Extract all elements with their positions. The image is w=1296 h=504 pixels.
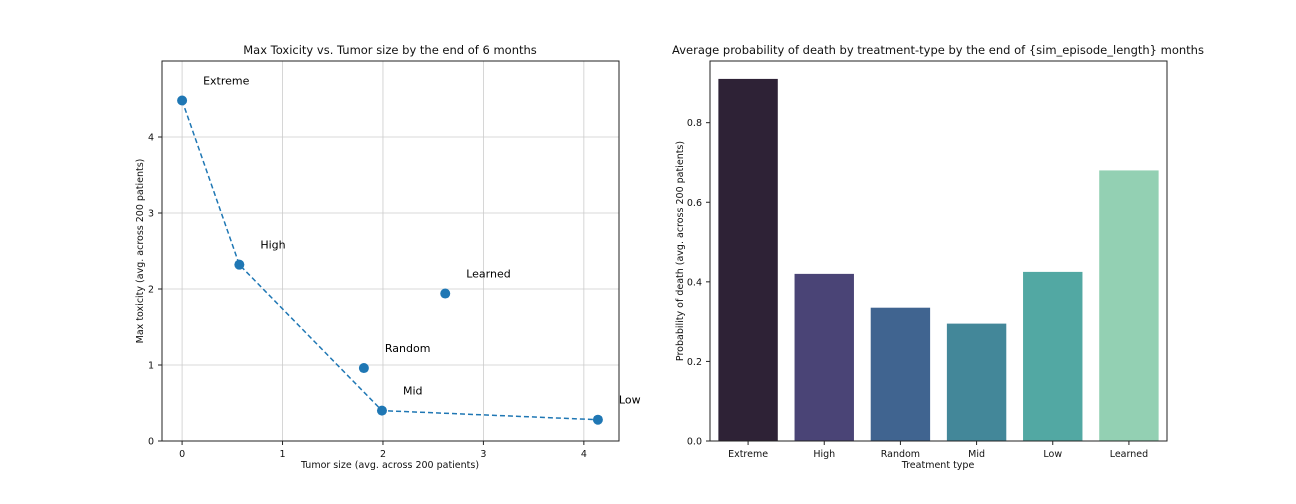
scatter-y-axis-label: Max toxicity (avg. across 200 patients) <box>135 159 146 344</box>
bar-mid <box>946 323 1007 441</box>
y-tick-label: 2 <box>148 285 154 296</box>
point-random <box>358 363 369 374</box>
x-tick-label-learned: Learned <box>1110 449 1148 460</box>
point-label-random: Random <box>385 342 431 355</box>
y-tick-label: 0 <box>148 437 154 448</box>
scatter-plot-frame <box>161 60 620 442</box>
scatter-chart: Max Toxicity vs. Tumor size by the end o… <box>135 43 641 471</box>
dashed-connector-line <box>181 100 598 421</box>
point-label-low: Low <box>619 394 641 407</box>
y-tick-label: 1 <box>148 361 154 372</box>
bar-plot-frame <box>709 60 1168 442</box>
point-label-high: High <box>260 239 285 252</box>
bar-x-ticks: Extreme High Random Mid Low Learned <box>728 441 1148 460</box>
x-tick-label: 4 <box>581 449 587 460</box>
y-tick-label: 0.2 <box>687 357 702 368</box>
scatter-y-ticks: 0 1 2 3 4 <box>148 133 162 448</box>
y-tick-label: 3 <box>148 209 154 220</box>
point-label-learned: Learned <box>466 268 511 281</box>
x-tick-label: 2 <box>380 449 386 460</box>
x-tick-label: 3 <box>480 449 486 460</box>
bar-x-axis-label: Treatment type <box>901 460 975 471</box>
scatter-point-labels: Extreme High Random Mid Low Learned <box>203 75 640 407</box>
scatter-points <box>177 95 603 425</box>
point-extreme <box>177 95 188 106</box>
x-tick-label: 1 <box>280 449 286 460</box>
bar-high <box>794 273 854 441</box>
y-tick-label: 4 <box>148 133 154 144</box>
point-label-mid: Mid <box>403 385 423 398</box>
scatter-x-axis-label: Tumor size (avg. across 200 patients) <box>300 460 479 471</box>
x-tick-label-low: Low <box>1043 449 1062 460</box>
point-mid <box>376 405 387 416</box>
point-high <box>234 259 245 270</box>
bar-chart: Average probability of death by treatmen… <box>672 43 1204 471</box>
y-tick-label: 0.8 <box>687 118 702 129</box>
y-tick-label: 0.0 <box>687 437 702 448</box>
scatter-dashed-line <box>181 100 598 421</box>
bar-random <box>870 307 931 441</box>
bar-low <box>1023 271 1083 441</box>
bar-chart-title: Average probability of death by treatmen… <box>672 43 1204 57</box>
x-tick-label-random: Random <box>881 449 920 460</box>
x-tick-label-mid: Mid <box>968 449 985 460</box>
scatter-x-ticks: 0 1 2 3 4 <box>179 441 587 460</box>
bar-learned <box>1099 170 1159 442</box>
y-tick-label: 0.4 <box>687 277 702 288</box>
bar-extreme <box>718 78 778 441</box>
scatter-gridlines <box>162 61 619 442</box>
point-learned <box>440 288 451 299</box>
point-label-extreme: Extreme <box>203 75 250 88</box>
point-low <box>592 414 603 425</box>
x-tick-label: 0 <box>179 449 185 460</box>
bar-chart-bars <box>718 78 1159 442</box>
bar-y-ticks: 0.0 0.2 0.4 0.6 0.8 <box>687 118 710 448</box>
bar-y-axis-label: Probability of death (avg. across 200 pa… <box>675 141 686 361</box>
scatter-chart-title: Max Toxicity vs. Tumor size by the end o… <box>243 43 537 57</box>
x-tick-label-extreme: Extreme <box>728 449 768 460</box>
y-tick-label: 0.6 <box>687 198 702 209</box>
x-tick-label-high: High <box>813 449 835 460</box>
